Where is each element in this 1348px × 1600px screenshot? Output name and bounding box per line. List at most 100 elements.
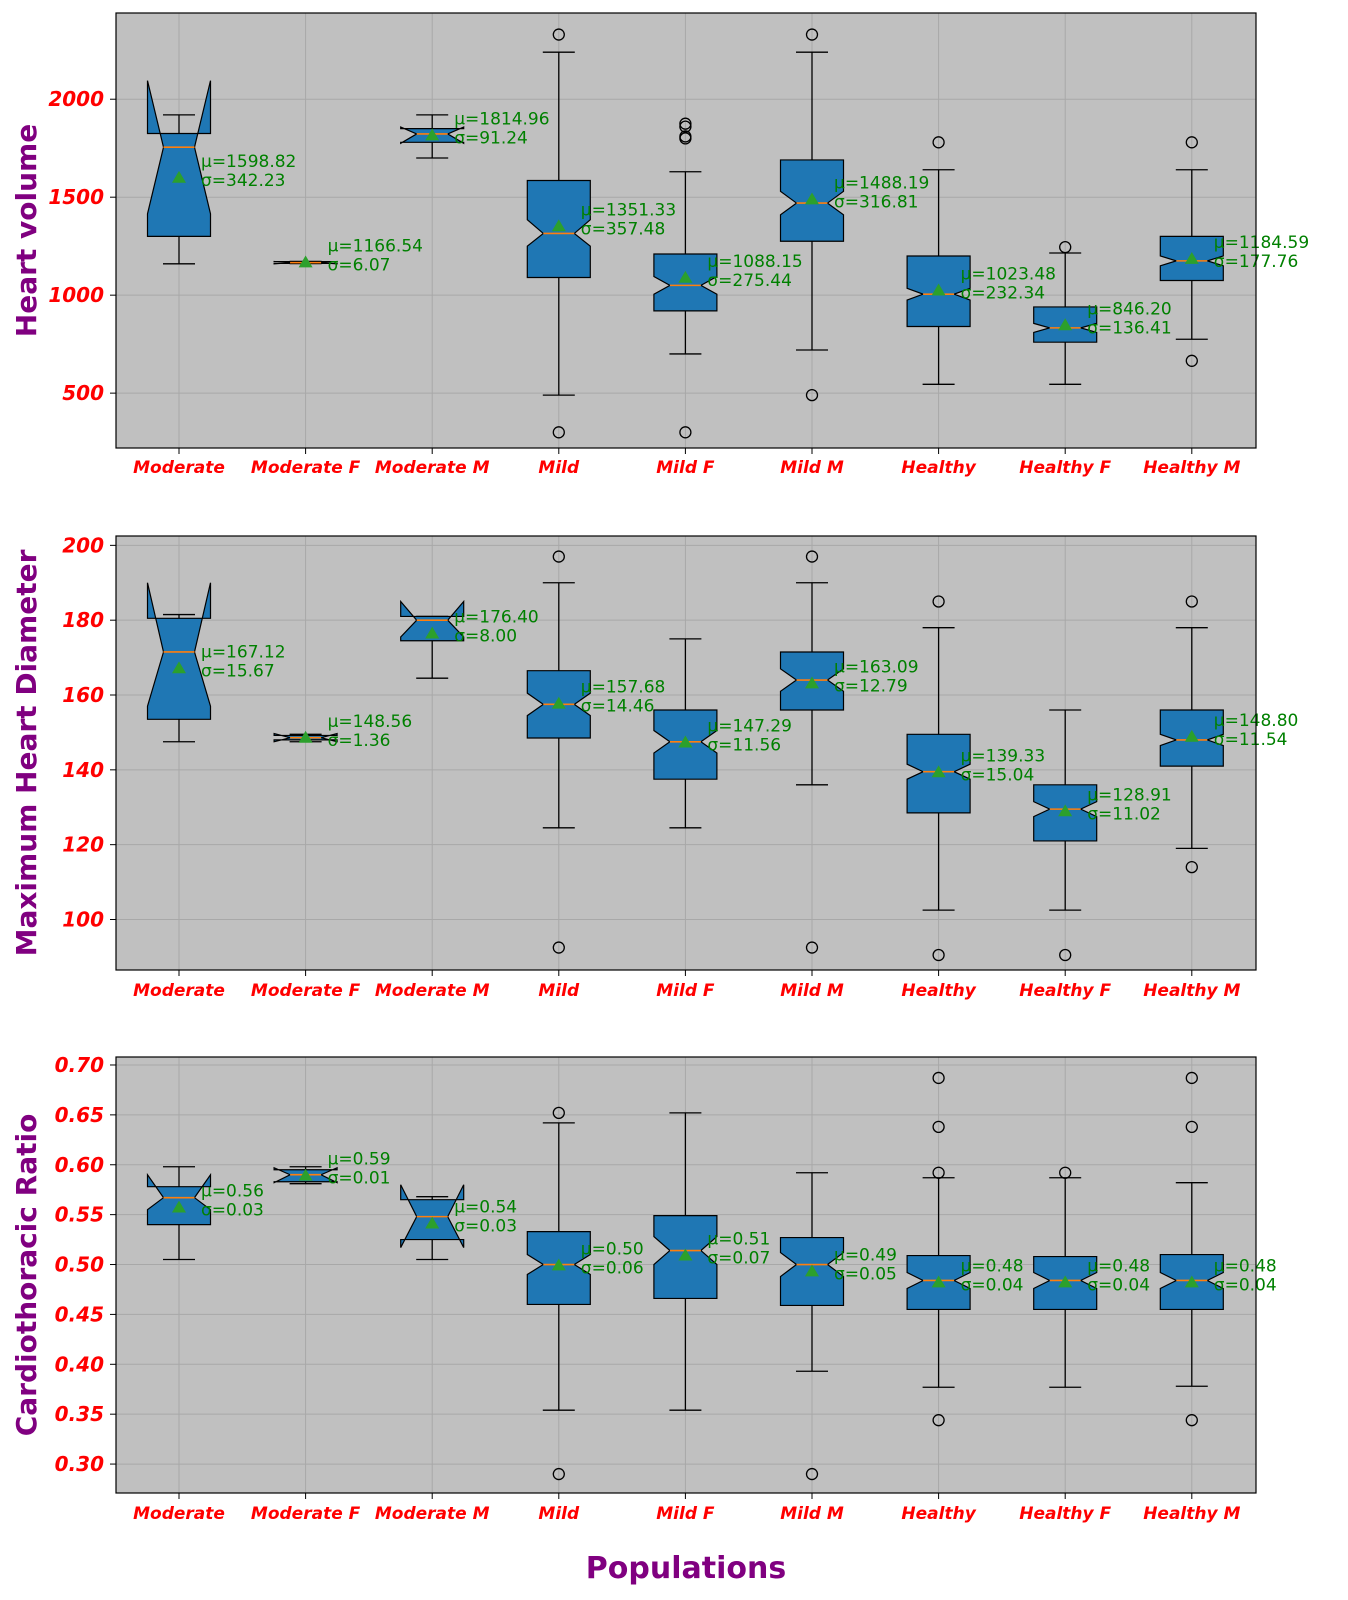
- outlier-point: [932, 1414, 945, 1427]
- plot-frame: [115, 1056, 1257, 1494]
- box-mild: μ=1351.33σ=357.48: [526, 28, 676, 439]
- x-tick-label: Mild M: [780, 1504, 844, 1524]
- outlier-point: [552, 1467, 565, 1481]
- mean-marker: [551, 219, 566, 232]
- mean-annotation: μ=0.51: [707, 1230, 770, 1250]
- box-mild: μ=0.50σ=0.06: [526, 1106, 644, 1481]
- y-axis-label: Cardiothoracic Ratio: [10, 1114, 43, 1437]
- mean-annotation: μ=148.56: [328, 712, 413, 732]
- x-tick-label: Moderate F: [251, 458, 361, 478]
- mean-marker: [678, 270, 693, 283]
- x-tick-label: Moderate: [133, 981, 225, 1001]
- x-tick-label: Healthy: [901, 458, 976, 478]
- y-tick-label: 180: [62, 608, 104, 632]
- std-annotation: σ=316.81: [834, 193, 919, 213]
- std-annotation: σ=0.04: [1214, 1275, 1277, 1295]
- outlier-point: [1185, 1414, 1198, 1427]
- box-healthy: μ=1023.48σ=232.34: [906, 136, 1056, 385]
- plot-frame: [115, 535, 1257, 971]
- std-annotation: σ=357.48: [581, 219, 666, 239]
- outlier-point: [552, 28, 565, 41]
- std-annotation: σ=136.41: [1087, 318, 1172, 338]
- x-tick-label: Healthy M: [1143, 458, 1240, 478]
- mean-annotation: μ=0.48: [961, 1256, 1024, 1276]
- outlier-point: [552, 550, 565, 563]
- std-annotation: σ=91.24: [454, 128, 528, 148]
- std-annotation: σ=0.05: [834, 1265, 897, 1285]
- y-tick-label: 100: [62, 907, 104, 931]
- y-tick-label: 0.40: [55, 1352, 104, 1376]
- x-tick-label: Mild F: [656, 981, 715, 1001]
- outlier-point: [805, 550, 819, 563]
- mean-annotation: μ=139.33: [961, 746, 1046, 766]
- x-tick-label: Mild M: [780, 458, 844, 478]
- box-moderate: μ=1598.82σ=342.23: [146, 80, 296, 265]
- mean-marker: [298, 1168, 313, 1181]
- std-annotation: σ=8.00: [454, 627, 517, 647]
- outlier-point: [932, 136, 945, 149]
- y-tick-label: 0.30: [55, 1452, 104, 1476]
- std-annotation: σ=11.54: [1214, 730, 1288, 750]
- box-moderate-m: μ=1814.96σ=91.24: [400, 109, 550, 159]
- mean-annotation: μ=1814.96: [454, 109, 549, 129]
- std-annotation: σ=15.67: [201, 661, 275, 681]
- mean-marker: [425, 1216, 440, 1229]
- y-tick-label: 200: [62, 533, 104, 557]
- x-tick-label: Mild F: [656, 458, 715, 478]
- outlier-point: [932, 1166, 945, 1179]
- box-body: [146, 80, 212, 237]
- mean-annotation: μ=147.29: [707, 717, 792, 737]
- x-tick-label: Moderate: [133, 458, 225, 478]
- box-moderate-f: μ=0.59σ=0.01: [273, 1150, 391, 1189]
- plot-frame: [115, 12, 1257, 449]
- x-tick-label: Mild M: [780, 981, 844, 1001]
- box-mild-m: μ=1488.19σ=316.81: [779, 28, 929, 402]
- box-mild-m: μ=0.49σ=0.05: [779, 1172, 897, 1481]
- std-annotation: σ=6.07: [328, 256, 391, 276]
- outlier-point: [1185, 1071, 1198, 1085]
- box-moderate: μ=167.12σ=15.67: [146, 582, 286, 743]
- outlier-point: [932, 948, 945, 962]
- mean-annotation: μ=1598.82: [201, 152, 296, 172]
- box-healthy-f: μ=846.20σ=136.41: [1033, 241, 1172, 385]
- box-moderate: μ=0.56σ=0.03: [146, 1166, 264, 1261]
- mean-marker: [1058, 804, 1073, 817]
- box-moderate-f: μ=1166.54σ=6.07: [273, 237, 423, 276]
- std-annotation: σ=11.02: [1087, 804, 1161, 824]
- outlier-point: [552, 941, 565, 954]
- outlier-point: [1059, 1166, 1072, 1179]
- mean-annotation: μ=176.40: [454, 608, 539, 628]
- x-tick-label: Healthy M: [1143, 981, 1240, 1001]
- mean-marker: [172, 1200, 186, 1213]
- std-annotation: σ=11.56: [707, 736, 781, 756]
- mean-annotation: μ=157.68: [581, 678, 666, 698]
- outlier-point: [805, 1467, 819, 1481]
- mean-marker: [931, 1275, 946, 1288]
- x-tick-label: Moderate M: [375, 981, 490, 1001]
- mean-marker: [1058, 1275, 1073, 1288]
- box-body: [146, 1172, 212, 1226]
- y-tick-label: 120: [62, 833, 104, 857]
- x-tick-label: Mild F: [656, 1504, 715, 1524]
- x-tick-label: Healthy F: [1019, 981, 1111, 1001]
- outlier-point: [552, 1106, 565, 1120]
- mean-marker: [298, 730, 313, 743]
- mean-marker: [172, 661, 186, 674]
- mean-marker: [678, 1248, 693, 1261]
- mean-annotation: μ=167.12: [201, 642, 286, 662]
- x-tick-label: Moderate M: [375, 458, 490, 478]
- chart-panel-2: 100 120 140 160 180 200 Moderate Moderate F Mode…: [10, 533, 1298, 1001]
- mean-annotation: μ=0.49: [834, 1246, 897, 1266]
- std-annotation: σ=342.23: [201, 171, 286, 191]
- std-annotation: σ=15.04: [961, 765, 1035, 785]
- mean-annotation: μ=0.56: [201, 1182, 264, 1202]
- outlier-point: [1185, 1120, 1198, 1133]
- mean-annotation: μ=0.48: [1214, 1256, 1277, 1276]
- y-tick-label: 1000: [48, 283, 104, 307]
- x-tick-label: Healthy: [901, 981, 976, 1001]
- outlier-point: [1185, 354, 1198, 367]
- y-tick-label: 0.35: [55, 1402, 104, 1426]
- std-annotation: σ=0.03: [201, 1201, 264, 1221]
- mean-marker: [805, 676, 819, 689]
- outlier-point: [932, 595, 945, 608]
